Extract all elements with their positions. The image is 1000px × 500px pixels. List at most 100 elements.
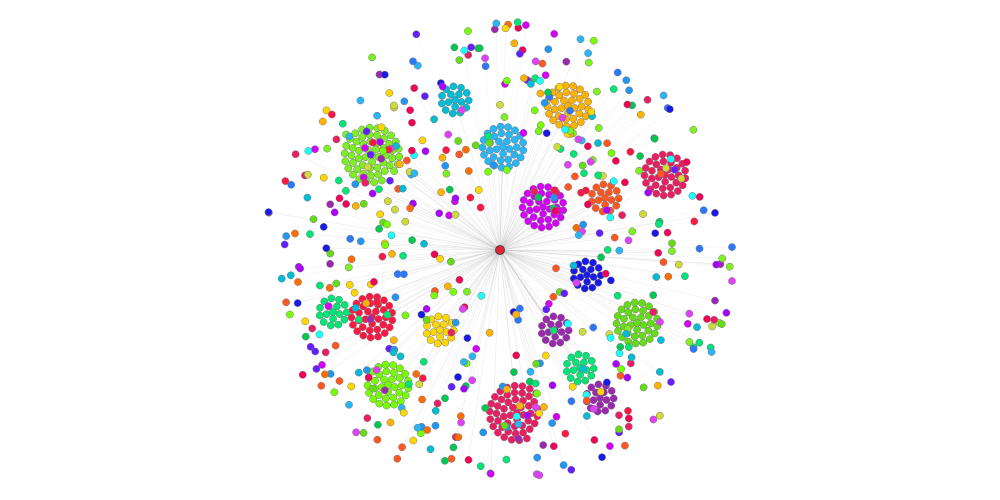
graph-node bbox=[555, 82, 564, 91]
cluster-node bbox=[491, 393, 499, 401]
cluster-node bbox=[589, 258, 597, 267]
graph-edge bbox=[499, 249, 672, 252]
cluster-node bbox=[587, 265, 595, 274]
cluster-node bbox=[612, 319, 621, 328]
graph-edge bbox=[399, 164, 501, 251]
cluster-node bbox=[519, 428, 527, 437]
graph-node bbox=[377, 123, 386, 132]
graph-edge bbox=[499, 249, 659, 254]
cluster-node bbox=[564, 326, 573, 335]
graph-edge bbox=[499, 249, 565, 294]
graph-node bbox=[624, 422, 633, 431]
cluster-node bbox=[388, 375, 396, 384]
graph-node bbox=[335, 194, 344, 203]
graph-node bbox=[437, 188, 445, 197]
graph-node bbox=[346, 234, 355, 243]
graph-node bbox=[282, 232, 291, 240]
cluster-node bbox=[447, 90, 455, 99]
graph-node bbox=[649, 415, 658, 424]
graph-edge bbox=[394, 249, 501, 350]
cluster-node bbox=[388, 154, 397, 163]
graph-node bbox=[549, 442, 558, 451]
cluster-node bbox=[538, 321, 546, 330]
cluster-node bbox=[364, 307, 372, 316]
cluster-node bbox=[396, 397, 405, 405]
cluster-node bbox=[510, 388, 519, 397]
cluster-node bbox=[516, 153, 525, 162]
cluster-node bbox=[580, 284, 589, 293]
graph-node bbox=[561, 429, 570, 438]
cluster-node bbox=[485, 146, 494, 155]
graph-node bbox=[589, 323, 598, 332]
cluster-node bbox=[652, 189, 661, 198]
graph-edge bbox=[499, 249, 554, 447]
graph-node bbox=[447, 257, 455, 266]
graph-edge bbox=[499, 232, 600, 251]
graph-edge bbox=[466, 249, 501, 292]
graph-edge bbox=[481, 249, 501, 296]
graph-node bbox=[590, 405, 598, 413]
graph-edge bbox=[499, 75, 546, 251]
graph-node bbox=[356, 96, 365, 105]
graph-node bbox=[417, 310, 426, 319]
cluster-node bbox=[349, 170, 357, 179]
graph-node bbox=[399, 408, 408, 417]
graph-node bbox=[368, 53, 376, 62]
cluster-node bbox=[543, 197, 551, 206]
graph-node bbox=[372, 298, 381, 307]
graph-node bbox=[445, 211, 453, 220]
graph-node bbox=[281, 177, 290, 185]
graph-node bbox=[644, 188, 652, 197]
graph-node bbox=[657, 169, 665, 178]
graph-node bbox=[389, 348, 398, 357]
graph-node bbox=[335, 377, 344, 385]
graph-edge bbox=[421, 249, 501, 400]
graph-node bbox=[474, 186, 483, 194]
graph-node bbox=[342, 200, 350, 208]
graph-edge bbox=[390, 148, 501, 251]
graph-edge bbox=[490, 249, 501, 474]
graph-node bbox=[304, 147, 313, 155]
cluster-node bbox=[492, 409, 501, 418]
cluster-node bbox=[390, 167, 398, 175]
graph-edge bbox=[422, 249, 501, 379]
graph-edge bbox=[499, 40, 594, 251]
graph-edge bbox=[499, 90, 630, 251]
graph-node bbox=[463, 287, 471, 296]
cluster-node bbox=[349, 159, 357, 167]
graph-edge bbox=[417, 249, 501, 428]
graph-node bbox=[454, 373, 462, 381]
graph-node bbox=[569, 261, 578, 270]
graph-node bbox=[609, 177, 618, 186]
graph-node bbox=[596, 387, 605, 396]
graph-node bbox=[541, 351, 550, 360]
graph-node bbox=[707, 348, 716, 356]
graph-node bbox=[376, 210, 385, 219]
graph-edge bbox=[376, 115, 501, 251]
cluster-node bbox=[644, 326, 653, 335]
cluster-node bbox=[372, 145, 380, 154]
graph-node bbox=[455, 150, 464, 159]
cluster-node bbox=[588, 283, 597, 292]
cluster-node bbox=[555, 120, 564, 129]
graph-node bbox=[458, 305, 467, 313]
graph-node bbox=[430, 115, 438, 124]
cluster-node bbox=[395, 388, 404, 397]
graph-node bbox=[467, 43, 475, 52]
cluster-node bbox=[525, 425, 534, 433]
graph-node bbox=[544, 88, 552, 97]
graph-node bbox=[613, 68, 622, 77]
graph-node bbox=[553, 143, 562, 151]
graph-node bbox=[663, 228, 672, 237]
graph-node bbox=[544, 45, 553, 54]
graph-node bbox=[418, 136, 427, 145]
graph-node bbox=[413, 423, 422, 432]
graph-node bbox=[345, 281, 354, 289]
cluster-node bbox=[630, 332, 639, 341]
graph-node bbox=[548, 381, 557, 390]
cluster-node bbox=[315, 311, 324, 320]
cluster-node bbox=[525, 206, 534, 215]
graph-node bbox=[362, 127, 371, 136]
graph-node bbox=[530, 106, 539, 115]
graph-node bbox=[533, 389, 541, 398]
